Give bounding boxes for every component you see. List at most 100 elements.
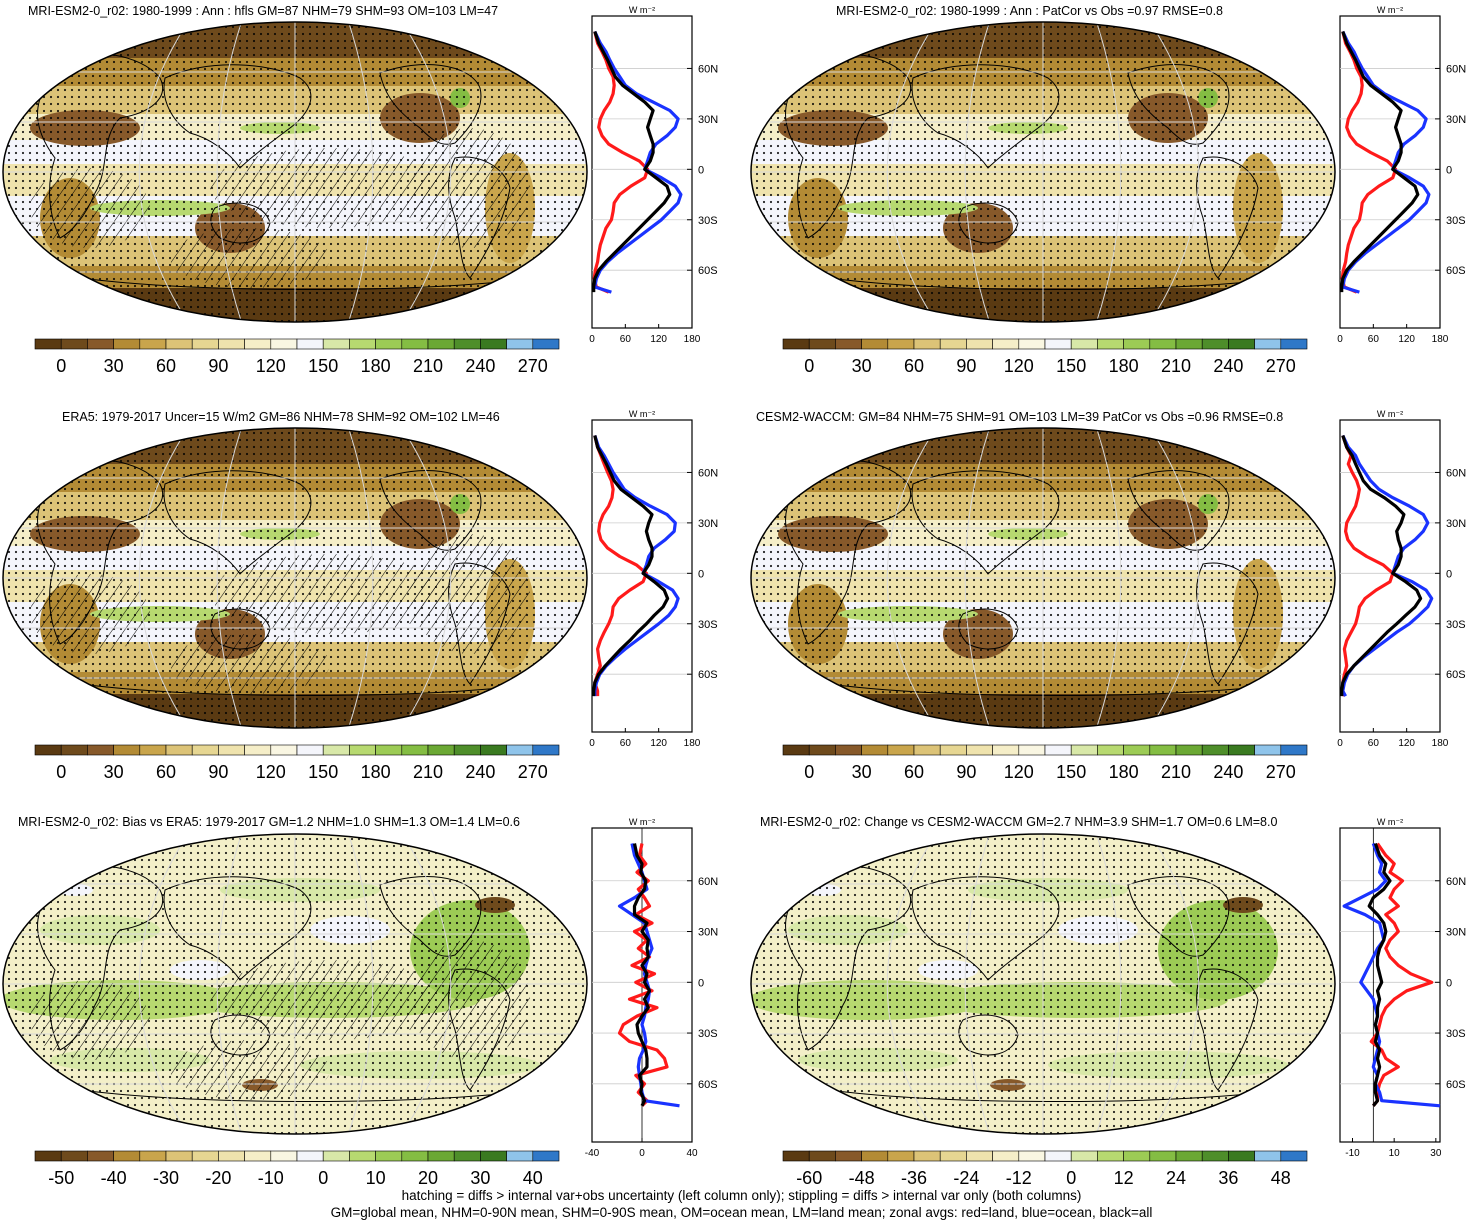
colorbar-swatch [139, 338, 167, 350]
colorbar-swatch [913, 744, 941, 756]
hatching-region-2 [410, 534, 530, 654]
hatching-region-1 [30, 168, 150, 248]
colorbar-swatch [532, 338, 560, 350]
hatching-region-0 [210, 148, 450, 228]
colorbar-swatch [322, 744, 350, 756]
colorbar-swatch [87, 1150, 114, 1162]
colorbar-swatch [992, 744, 1020, 756]
panel-title-middle-right: CESM2-WACCM: GM=84 NHM=75 SHM=91 OM=103 … [756, 410, 1284, 424]
colorbar-swatch [113, 338, 141, 350]
colorbar-svg: 0306090120150180210240270300 [34, 744, 600, 782]
zonal-plot-top-right: W m⁻² 60N 30N 0 30S 60S 0 60 120 180 [1326, 2, 1476, 352]
colorbar-swatch [427, 1150, 455, 1162]
colorbar-label: 210 [1161, 762, 1191, 782]
colorbar-label: 60 [904, 762, 924, 782]
colorbar-swatch [296, 744, 324, 756]
colorbar-swatch [296, 1150, 324, 1162]
colorbar-swatch [1044, 1150, 1072, 1162]
colorbar-label: 150 [308, 356, 338, 376]
zonal-ylabel: 60N [698, 467, 718, 479]
colorbar-svg: 0306090120150180210240270300 [782, 338, 1348, 376]
colorbar-label: 180 [1109, 356, 1139, 376]
zonal-line-land [1340, 31, 1398, 294]
zonal-plot-middle-left: W m⁻² 60N 30N 0 30S 60S 0 60 120 180 [578, 406, 728, 756]
colorbar-swatch [808, 744, 836, 756]
zonal-ylabel: 60N [1446, 876, 1466, 888]
colorbar-label: 240 [1213, 356, 1243, 376]
colorbar-swatch [1097, 744, 1124, 756]
colorbar-label: 24 [1166, 1168, 1186, 1188]
colorbar-swatch [218, 1150, 245, 1162]
colorbar-label: 210 [413, 762, 443, 782]
zonal-line-all [592, 30, 672, 293]
colorbar-middle-left: 0306090120150180210240270300 [34, 744, 600, 788]
zonal-unit-label: W m⁻² [629, 409, 655, 419]
zonal-xlabel: 180 [684, 738, 701, 749]
zonal-ylabel: 0 [1446, 568, 1452, 580]
zonal-frame [1339, 827, 1441, 1143]
zonal-unit-label: W m⁻² [629, 817, 655, 827]
colorbar-swatch [1228, 338, 1255, 350]
colorbar-label: 12 [1114, 1168, 1134, 1188]
colorbar-swatch [1123, 1150, 1151, 1162]
hatching-region-1 [30, 980, 150, 1060]
colorbar-label: 180 [361, 762, 391, 782]
hatching-region-2 [410, 940, 530, 1060]
zonal-ylabel: 30N [698, 114, 718, 126]
colorbar-swatch [1201, 338, 1229, 350]
colorbar-swatch [1201, 1150, 1229, 1162]
colorbar-swatch [1070, 744, 1098, 756]
colorbar-label: 20 [418, 1168, 438, 1188]
colorbar-swatch [244, 1150, 272, 1162]
colorbar-label: 10 [366, 1168, 386, 1188]
zonal-unit-label: W m⁻² [1377, 5, 1403, 15]
panel-title-middle-left: ERA5: 1979-2017 Uncer=15 W/m2 GM=86 NHM=… [62, 410, 500, 424]
colorbar-label: 120 [1004, 356, 1034, 376]
hatching-region-0 [210, 960, 450, 1040]
colorbar-swatch [480, 338, 507, 350]
colorbar-swatch [1070, 338, 1098, 350]
zonal-plot-middle-right: W m⁻² 60N 30N 0 30S 60S 0 60 120 180 [1326, 406, 1476, 756]
hatching-region-1 [30, 574, 150, 654]
colorbar-label: 180 [1109, 762, 1139, 782]
colorbar-label: 60 [904, 356, 924, 376]
colorbar-swatch [453, 1150, 481, 1162]
colorbar-swatch [861, 1150, 889, 1162]
colorbar-label: 60 [156, 356, 176, 376]
colorbar-label: 120 [256, 762, 286, 782]
colorbar-swatch [165, 338, 193, 350]
colorbar-swatch [218, 744, 245, 756]
zonal-svg: W m⁻² 60N 30N 0 30S 60S 0 60 120 180 [589, 5, 718, 345]
panel-title-bottom-right: MRI-ESM2-0_r02: Change vs CESM2-WACCM GM… [760, 815, 1278, 829]
colorbar-label: 36 [1218, 1168, 1238, 1188]
zonal-svg: W m⁻² 60N 30N 0 30S 60S -10 10 30 [1339, 817, 1466, 1159]
map-border [2, 427, 588, 729]
colorbar-swatch [1097, 1150, 1124, 1162]
colorbar-swatch [34, 744, 62, 756]
colorbar-swatch [887, 338, 915, 350]
hatching-region-3 [170, 634, 330, 694]
colorbar-swatch [139, 744, 167, 756]
colorbar-swatch [453, 338, 481, 350]
zonal-xlabel: -10 [1345, 1148, 1360, 1159]
zonal-ylabel: 60N [698, 876, 718, 888]
zonal-ylabel: 60S [1446, 669, 1466, 681]
zonal-xlabel: 120 [650, 334, 667, 345]
graticule [3, 834, 587, 1134]
colorbar-swatch [939, 338, 967, 350]
colorbar-swatch [1175, 1150, 1203, 1162]
colorbar-swatch [913, 338, 941, 350]
colorbar-label: 48 [1271, 1168, 1291, 1188]
colorbar-swatch [349, 1150, 376, 1162]
colorbar-label: -24 [953, 1168, 979, 1188]
graticule [751, 428, 1335, 728]
zonal-svg: W m⁻² 60N 30N 0 30S 60S -40 0 40 [585, 817, 718, 1159]
zonal-ylabel: 0 [698, 568, 704, 580]
zonal-line-land [1341, 434, 1395, 697]
colorbar-swatch [270, 744, 298, 756]
zonal-ylabel: 30S [1446, 1028, 1466, 1040]
zonal-ylabel: 60N [1446, 63, 1466, 75]
zonal-ylabel: 60S [698, 265, 718, 277]
colorbar-label: 60 [156, 762, 176, 782]
colorbar-label: 240 [465, 762, 495, 782]
